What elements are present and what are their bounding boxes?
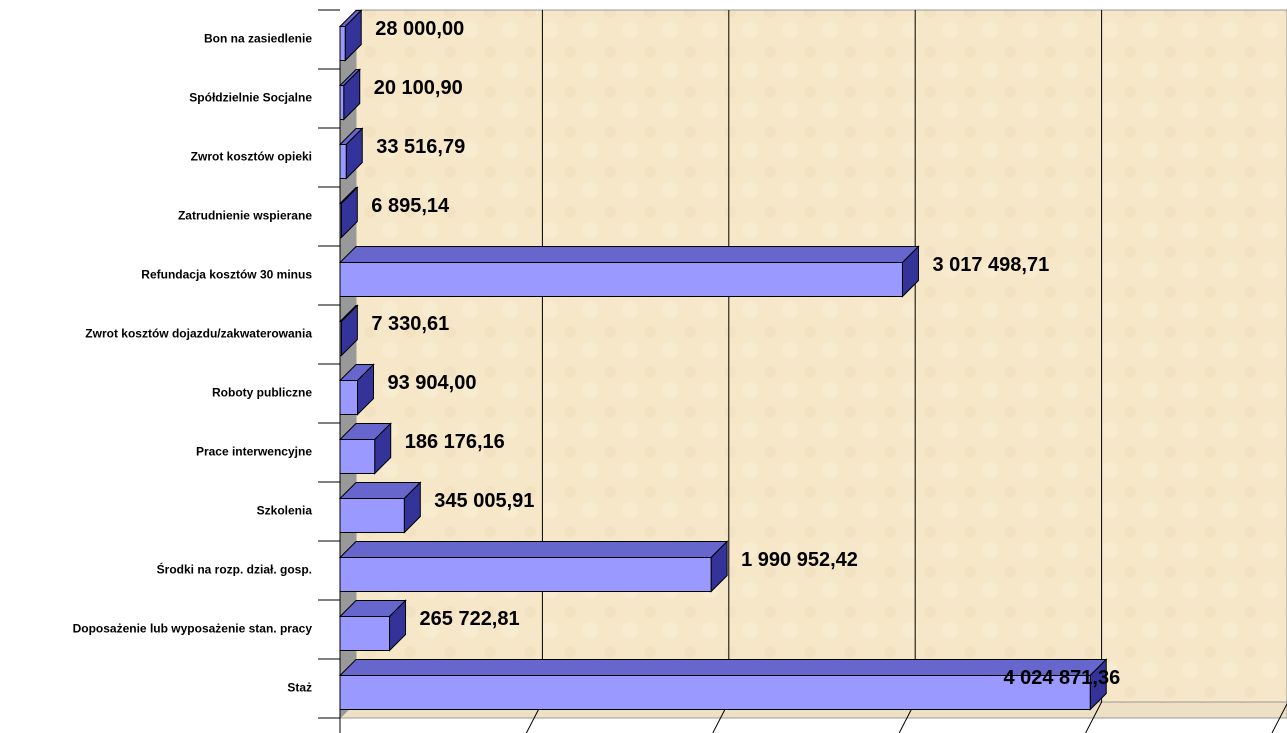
bar-front (339, 262, 903, 297)
bar (338, 599, 407, 652)
data-label: 33 516,79 (376, 136, 465, 158)
bar (338, 304, 359, 357)
bar (338, 540, 729, 593)
bar-top (338, 659, 1108, 676)
y-tick-label: Środki na rozp. dział. gosp. (157, 562, 312, 577)
bar-front (339, 321, 342, 356)
bar-front (339, 85, 345, 120)
data-label: 20 100,90 (374, 77, 463, 99)
y-tick-label: Prace interwencyjne (196, 445, 312, 459)
bar-front (339, 26, 346, 61)
y-tick-label: Doposażenie lub wyposażenie stan. pracy (73, 622, 313, 636)
data-label: 28 000,00 (375, 18, 464, 40)
data-label: 4 024 871,36 (1003, 667, 1120, 689)
y-tick-label: Staż (287, 681, 312, 695)
labels: Bon na zasiedlenie 28 000,00 Spółdzielnie … (73, 18, 1121, 695)
y-tick-label: Spółdzielnie Socjalne (189, 91, 312, 105)
y-tick-label: Szkolenia (257, 504, 313, 518)
bar (338, 363, 375, 416)
grid-line (1085, 10, 1103, 733)
y-tick-label: Zwrot kosztów dojazdu/zakwaterowania (85, 327, 312, 341)
y-tick-label: Refundacja kosztów 30 minus (141, 268, 312, 282)
bar (338, 127, 364, 180)
bar-top (338, 541, 729, 558)
y-tick-label: Bon na zasiedlenie (204, 32, 312, 46)
bar-front (339, 439, 376, 474)
left-wall (340, 10, 356, 718)
grid-line (1271, 702, 1287, 733)
y-tick-label: Zwrot kosztów opieki (191, 150, 312, 164)
bar-front (339, 675, 1091, 710)
data-label: 186 176,16 (405, 431, 505, 453)
bar-front (339, 380, 359, 415)
bar-front (339, 498, 405, 533)
bar-front (339, 616, 391, 651)
bar (338, 245, 920, 298)
data-label: 6 895,14 (371, 195, 450, 217)
bar (338, 186, 359, 239)
bar (338, 422, 392, 475)
bar (338, 9, 363, 62)
y-tick-label: Roboty publiczne (212, 386, 312, 400)
bar (338, 481, 422, 534)
back-wall (355, 9, 1287, 703)
y-tick-label: Zatrudnienie wspierane (178, 209, 312, 223)
bar (338, 658, 1108, 711)
bar (338, 68, 361, 121)
data-label: 93 904,00 (388, 372, 477, 394)
data-label: 1 990 952,42 (741, 549, 858, 571)
bar-top (338, 246, 920, 263)
data-label: 7 330,61 (371, 313, 449, 335)
data-label: 3 017 498,71 (932, 254, 1049, 276)
bar-front (339, 144, 347, 179)
data-label: 345 005,91 (434, 490, 534, 512)
bar-front (339, 203, 342, 238)
bar-front (339, 557, 712, 592)
data-label: 265 722,81 (420, 608, 520, 630)
bars (338, 9, 1108, 711)
